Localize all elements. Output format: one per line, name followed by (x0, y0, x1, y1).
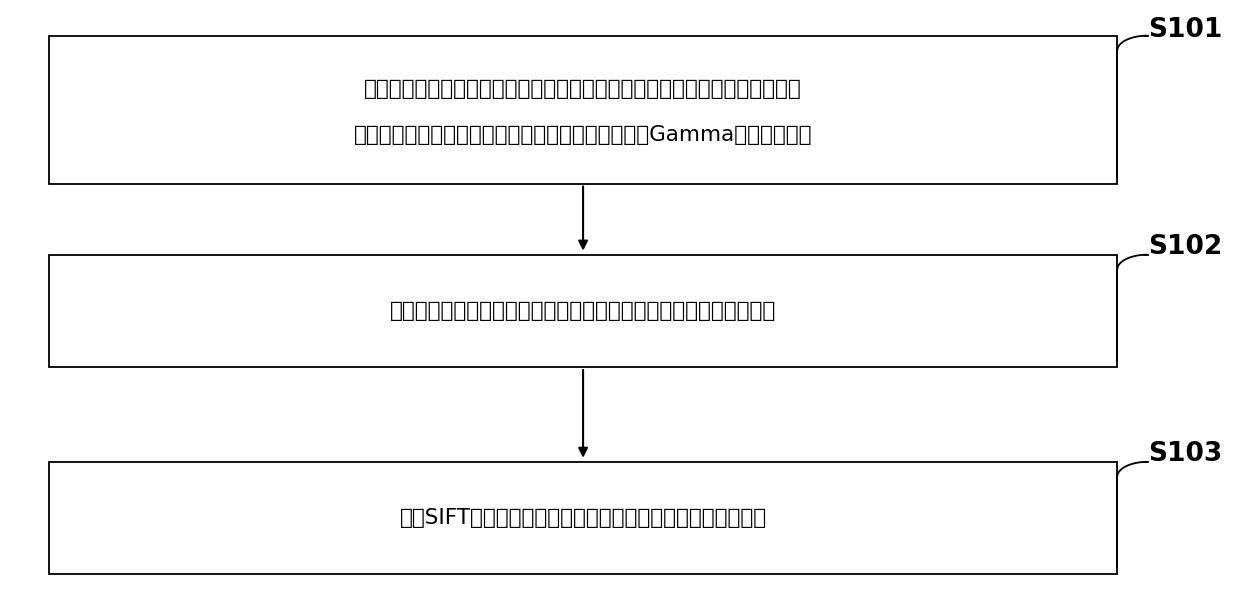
FancyBboxPatch shape (48, 462, 1118, 574)
Text: S102: S102 (1147, 234, 1222, 260)
Text: S101: S101 (1147, 17, 1222, 43)
FancyBboxPatch shape (48, 36, 1118, 184)
Text: 结合背景差分和边缘帧间差分的检测方法对静态环境的运动目标检测: 结合背景差分和边缘帧间差分的检测方法对静态环境的运动目标检测 (390, 301, 776, 321)
FancyBboxPatch shape (48, 255, 1118, 367)
Text: 中值滤波等技术进行处理；针对低照度的图像，采用Gamma变换增强图像: 中值滤波等技术进行处理；针对低照度的图像，采用Gamma变换增强图像 (354, 125, 813, 145)
Text: 序列图像的预处理，在序列图像的采集过程中，采用了图像灰度化、二值化、: 序列图像的预处理，在序列图像的采集过程中，采用了图像灰度化、二值化、 (364, 79, 802, 99)
Text: 基于SIFT算法特征匹配的检测方法对动态环境的运动目标检测: 基于SIFT算法特征匹配的检测方法对动态环境的运动目标检测 (399, 508, 767, 528)
Text: S103: S103 (1147, 441, 1222, 467)
